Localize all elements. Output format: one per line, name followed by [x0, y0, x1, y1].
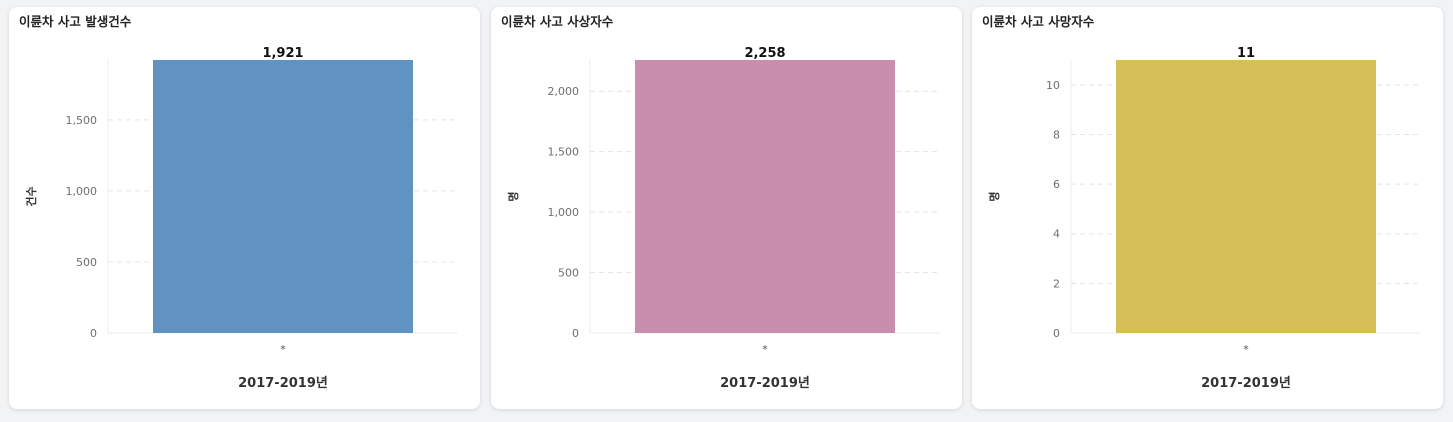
bar-chart-accidents: 0 500 1,000 1,500 1,921 * 2017-2019년 건수	[24, 46, 458, 391]
x-axis-title: 2017-2019년	[720, 376, 810, 391]
x-axis-title: 2017-2019년	[238, 376, 328, 391]
y-tick-label: 2,000	[548, 85, 580, 98]
y-tick-label: 10	[1046, 79, 1060, 92]
bar	[153, 60, 413, 333]
y-axis-title: 명	[506, 191, 520, 201]
bar	[635, 60, 895, 333]
x-axis-title: 2017-2019년	[1201, 376, 1291, 391]
y-tick-label: 4	[1053, 228, 1060, 241]
bar	[1116, 60, 1376, 333]
bar-chart-deaths: 0 2 4 6 8 10 11 * 2017-2019년 명	[987, 46, 1421, 391]
bar-value-label: 1,921	[262, 46, 303, 61]
chart-card-casualties: 이륜차 사고 사상자수 0 500 1,000 1,500 2,000 2,258 * 201…	[491, 7, 962, 409]
y-tick-label: 500	[76, 256, 97, 269]
x-tick-label: *	[762, 343, 768, 356]
y-axis-title: 건수	[24, 186, 38, 206]
y-tick-label: 1,000	[548, 206, 580, 219]
y-tick-label: 0	[572, 327, 579, 340]
y-tick-label: 500	[558, 267, 579, 280]
chart-card-deaths: 이륜차 사고 사망자수 0 2 4 6 8 10 11 * 2017-2019년 명	[972, 7, 1443, 409]
y-tick-label: 8	[1053, 128, 1060, 141]
bar-chart-casualties: 0 500 1,000 1,500 2,000 2,258 * 2017-2019년 명	[506, 46, 940, 391]
bar-value-label: 2,258	[744, 46, 785, 61]
y-tick-label: 2	[1053, 277, 1060, 290]
y-tick-label: 0	[1053, 327, 1060, 340]
y-tick-label: 0	[90, 327, 97, 340]
y-tick-label: 6	[1053, 178, 1060, 191]
y-axis-title: 명	[987, 191, 1001, 201]
x-tick-label: *	[1243, 343, 1249, 356]
y-tick-label: 1,000	[66, 185, 98, 198]
chart-title: 이륜차 사고 사망자수	[982, 14, 1095, 29]
y-tick-label: 1,500	[66, 114, 98, 127]
chart-title: 이륜차 사고 사상자수	[501, 14, 614, 29]
chart-card-accidents: 이륜차 사고 발생건수 0 500 1,000 1,500 1,921 * 2017-201…	[9, 7, 480, 409]
y-tick-label: 1,500	[548, 146, 580, 159]
x-tick-label: *	[280, 343, 286, 356]
bar-value-label: 11	[1237, 46, 1255, 61]
chart-title: 이륜차 사고 발생건수	[19, 14, 132, 29]
